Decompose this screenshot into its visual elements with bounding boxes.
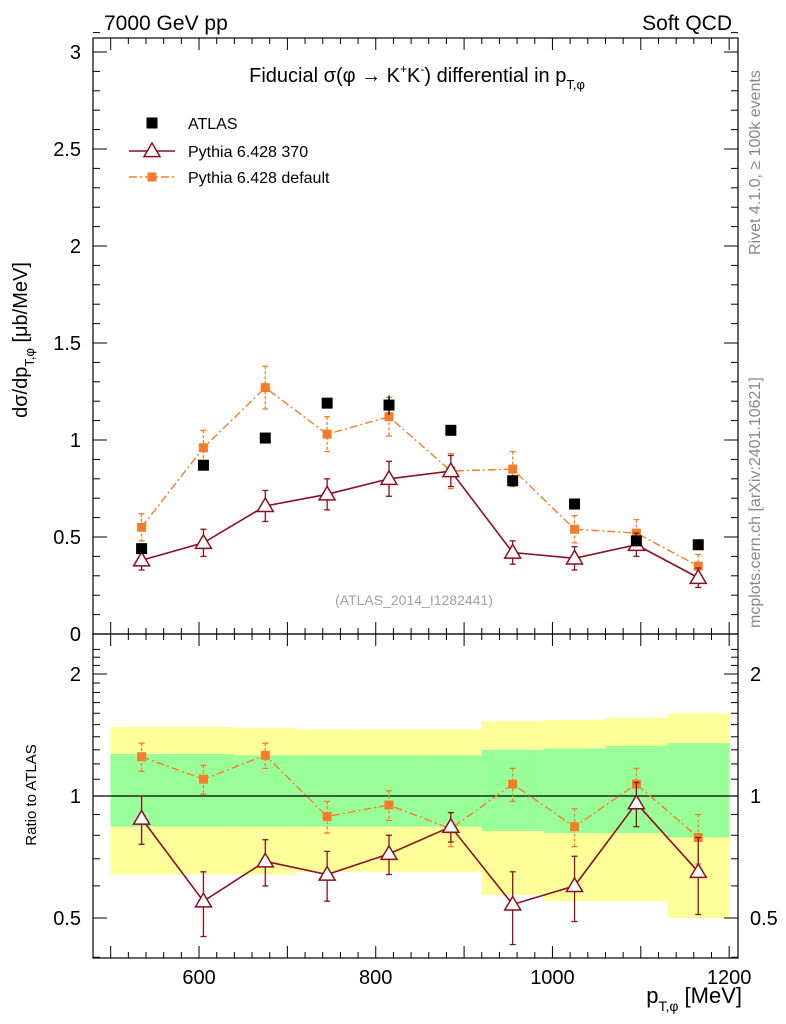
pythia-default-point [693, 561, 703, 571]
pythia-370-point [317, 484, 337, 501]
header-left: 7000 GeV pp [104, 12, 228, 35]
ratio-pythia-default-point [384, 800, 394, 810]
ratio-pythia-370-point [503, 894, 523, 911]
pythia-370-line [141, 470, 699, 579]
pythia-default-point [260, 383, 270, 393]
ratio-pythia-default-point [137, 752, 147, 762]
ratio-pythia-370-point [132, 809, 151, 825]
pythia-370-point [255, 496, 275, 513]
ratio-pythia-370-point [627, 793, 646, 810]
pythia-default-point [508, 464, 518, 474]
band-green [234, 755, 297, 827]
atlas-data-point [197, 459, 209, 471]
legend: ATLAS Pythia 6.428 370 Pythia 6.428 defaul… [129, 116, 330, 187]
ratio-plot: 600 800 1000 1200 0.5 0.5 1 1 2 2 [53, 633, 778, 989]
ratio-pythia-370-point [441, 817, 461, 834]
mcplots-label: mcplots.cern.ch [arXiv:2401.10621] [747, 377, 764, 628]
x-tick-label: 1000 [530, 967, 575, 989]
band-green [667, 743, 730, 838]
pythia-default-point [570, 524, 580, 534]
pythia-default-point [322, 429, 332, 439]
x-axis-label: pT,φ [MeV] [646, 983, 742, 1014]
atlas-data-point [383, 399, 395, 411]
pythia-default-line [141, 386, 699, 567]
pythia-370-point [441, 461, 461, 478]
main-plot-title: Fiducial σ(φ → K+K-) differential in pT,… [249, 62, 585, 92]
ratio-pythia-370-point [317, 865, 337, 881]
legend-marker-atlas [146, 117, 158, 129]
ratio-pythia-default-point [198, 774, 208, 784]
legend-marker-pythia-default [147, 172, 157, 182]
pythia-370-point [379, 469, 399, 486]
atlas-data-point [445, 424, 457, 436]
ratio-pythia-370-point [379, 844, 399, 861]
pythia-default-point [198, 443, 208, 453]
header-right: Soft QCD [642, 12, 732, 35]
pythia-default-point [137, 522, 147, 532]
y-tick-label: 2.5 [53, 139, 81, 161]
ratio-pythia-default-point [322, 812, 332, 822]
ratio-pythia-370-point [688, 862, 708, 879]
atlas-data-point [569, 498, 581, 510]
pythia-370-point [688, 568, 708, 585]
legend-label: ATLAS [188, 116, 238, 133]
legend-label: Pythia 6.428 370 [188, 144, 308, 161]
x-tick-label: 600 [182, 967, 215, 989]
ratio-y-tick-label-right: 1 [750, 786, 761, 808]
pythia-370-point [565, 548, 584, 565]
ratio-y-tick-label-left: 1 [70, 786, 81, 808]
y-tick-label: 0 [70, 624, 81, 646]
analysis-watermark: (ATLAS_2014_I1282441) [335, 592, 493, 608]
y-tick-label: 1.5 [53, 333, 81, 355]
y-tick-label: 2 [70, 236, 81, 258]
ratio-y-axis-label: Ratio to ATLAS [23, 744, 40, 845]
y-tick-label: 1 [70, 430, 81, 452]
pythia-370-point [132, 550, 151, 567]
ratio-y-tick-label-right: 0.5 [750, 908, 778, 930]
ratio-pythia-default-point [260, 750, 270, 760]
y-tick-label: 0.5 [53, 527, 81, 549]
pythia-370-point [194, 533, 213, 550]
atlas-data-point [507, 475, 519, 487]
y-tick-label: 3 [70, 42, 81, 64]
ratio-y-tick-label-left: 0.5 [53, 908, 81, 930]
ratio-y-tick-label-left: 2 [70, 664, 81, 686]
legend-marker-pythia-370 [142, 141, 162, 158]
ratio-pythia-default-line [141, 754, 699, 839]
atlas-data-point [692, 539, 704, 551]
pythia-370-point [503, 543, 523, 559]
main-plot: 0 0.5 1 1.5 2 2.5 3 [53, 32, 739, 958]
atlas-data-point [136, 543, 148, 555]
rivet-label: Rivet 4.1.0, ≥ 100k events [747, 70, 764, 255]
atlas-data-point [630, 535, 642, 547]
atlas-data-point [259, 432, 271, 444]
legend-label: Pythia 6.428 default [188, 170, 330, 187]
x-tick-label: 800 [359, 967, 392, 989]
ratio-pythia-default-point [508, 779, 518, 789]
ratio-pythia-default-point [570, 822, 580, 832]
pythia-default-point [384, 412, 394, 422]
x-tick-label: 1200 [707, 967, 752, 989]
ratio-pythia-370-point [255, 851, 275, 868]
ratio-pythia-370-point [565, 876, 584, 893]
ratio-y-tick-label-right: 2 [750, 664, 761, 686]
ratio-pythia-370-line [140, 801, 699, 906]
ratio-pythia-370-point [194, 891, 213, 908]
atlas-data-point [321, 397, 333, 409]
main-y-axis-label: dσ/dpT,φ [μb/MeV] [10, 262, 37, 418]
